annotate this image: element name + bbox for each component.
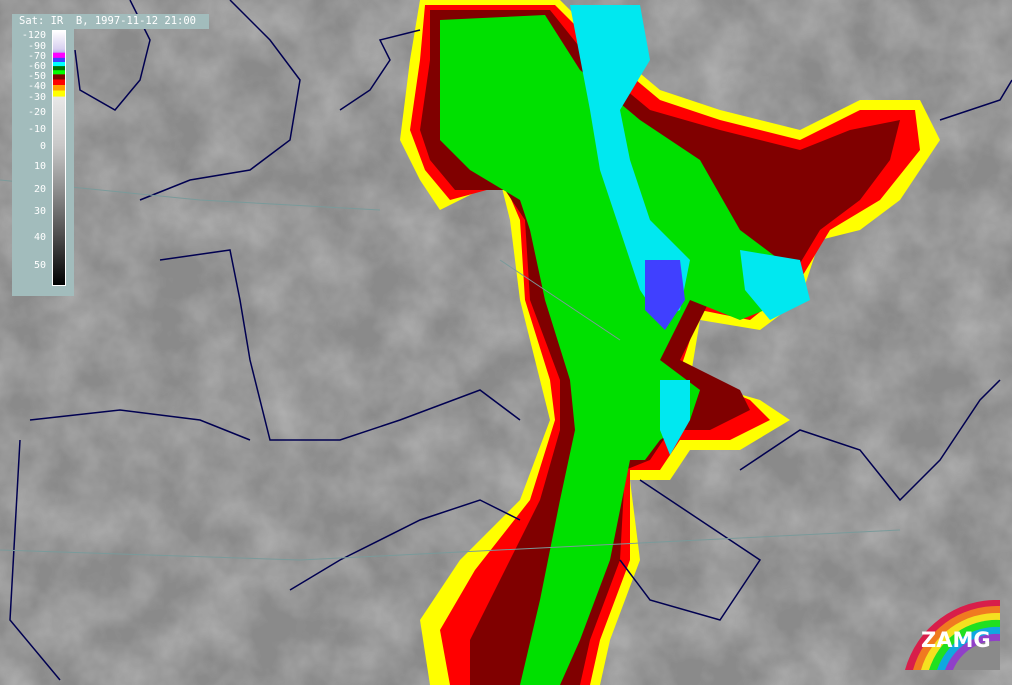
scale-label: -50 — [27, 71, 46, 82]
scale-label: 10 — [33, 161, 46, 172]
svg-text:ZAMG: ZAMG — [921, 628, 991, 652]
scale-label: 40 — [33, 232, 46, 243]
scale-label: -60 — [27, 61, 46, 72]
scale-label: -70 — [27, 51, 46, 62]
scale-label: 0 — [39, 141, 46, 152]
scale-label: -120 — [21, 30, 46, 41]
scale-label: 50 — [33, 260, 46, 271]
cloud-band-west — [400, 0, 940, 685]
image-title: Sat: IR B, 1997-11-12 21:00 — [12, 14, 209, 29]
scale-label: -20 — [27, 107, 46, 118]
scale-label: -40 — [27, 81, 46, 92]
color-scale-bar — [52, 30, 66, 286]
scale-label: -30 — [27, 92, 46, 103]
coastlines — [9, 0, 1012, 681]
scale-label: 30 — [33, 206, 46, 217]
scale-label: 20 — [33, 184, 46, 195]
scale-label: -90 — [27, 41, 46, 52]
zamg-logo: ZAMG — [905, 600, 1000, 670]
scale-label: -10 — [27, 124, 46, 135]
